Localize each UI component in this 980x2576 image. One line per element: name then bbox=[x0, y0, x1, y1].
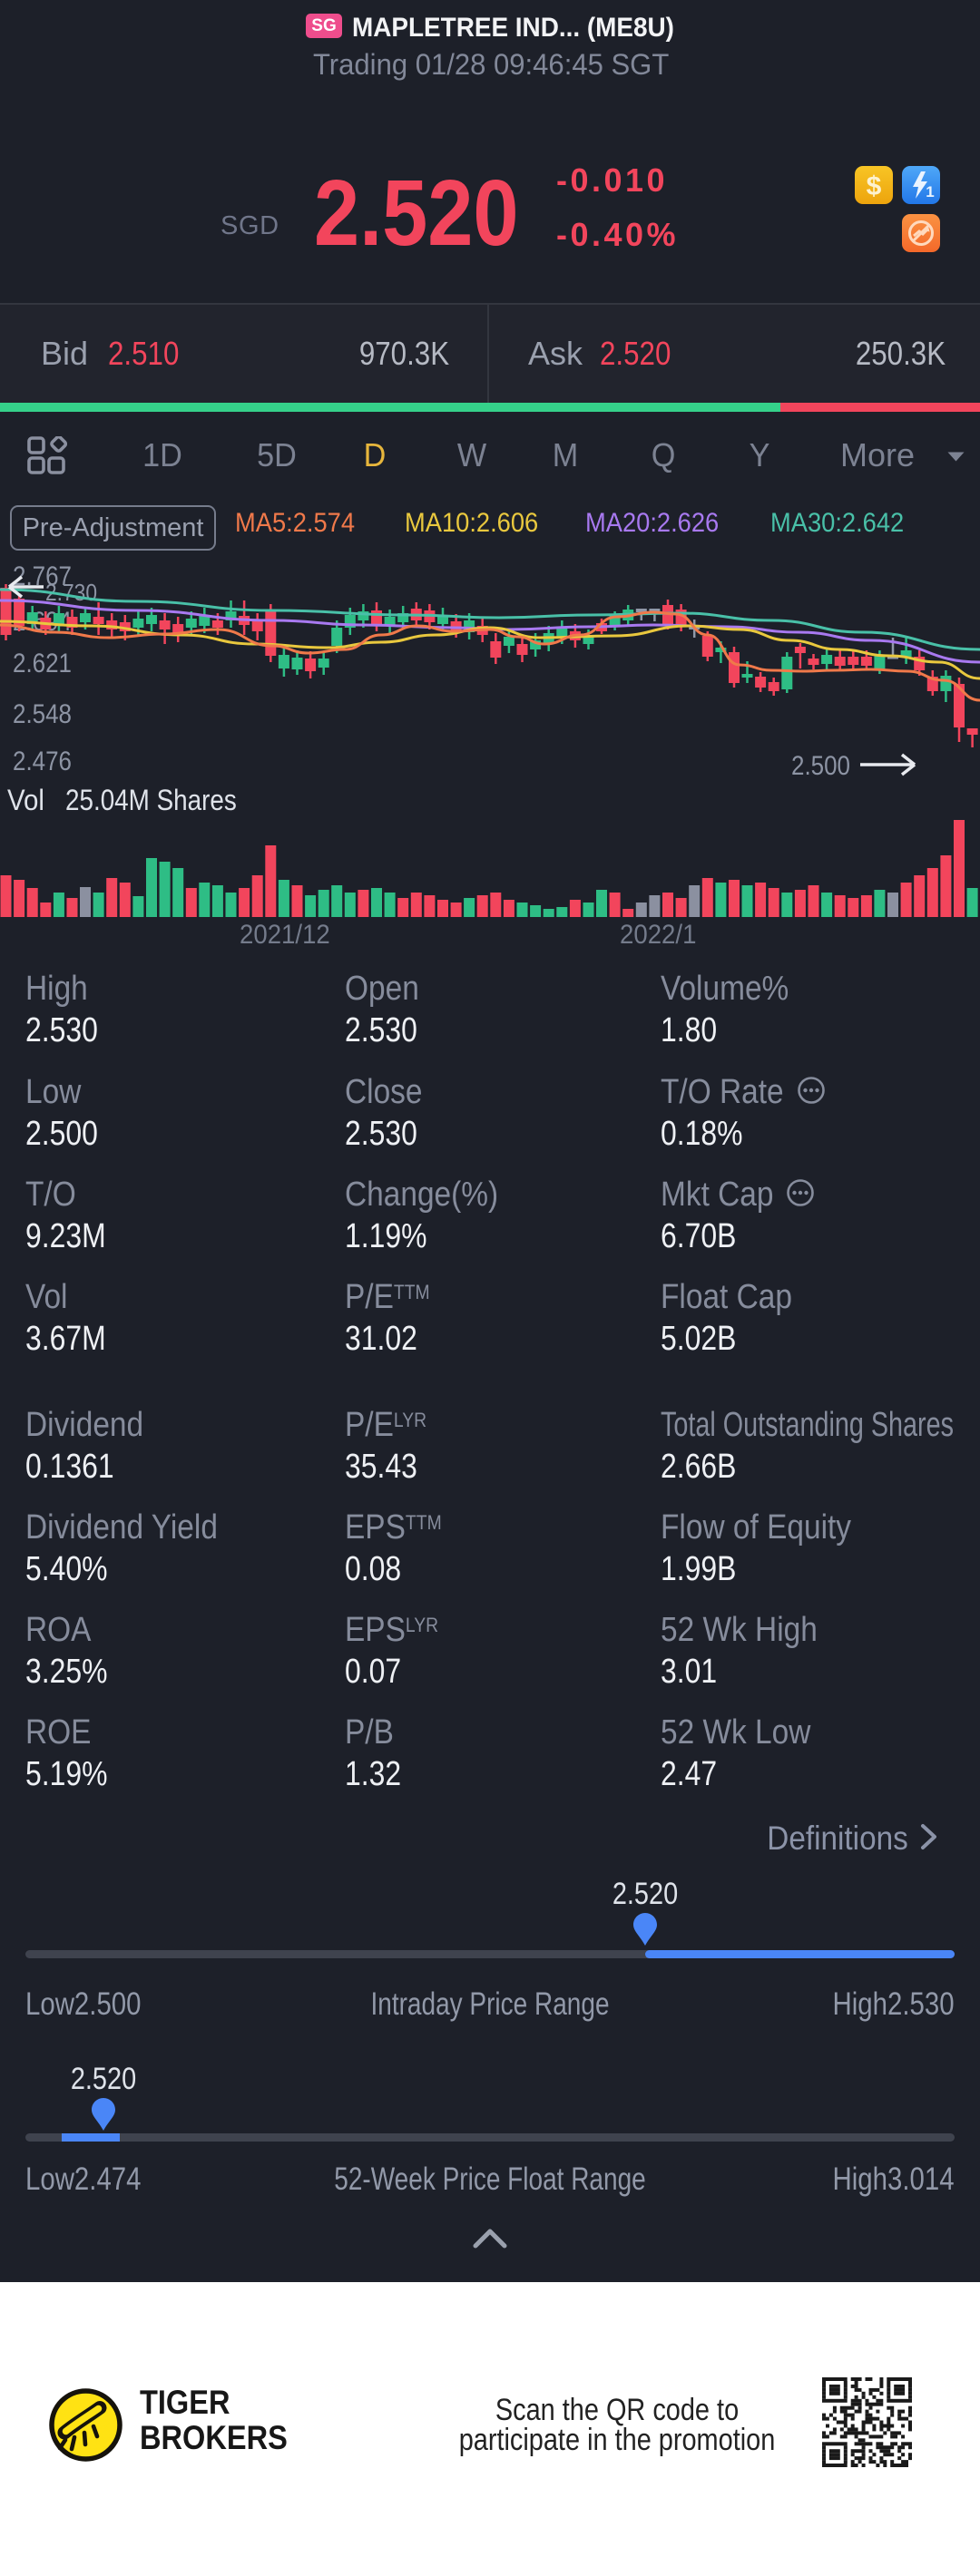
svg-text:2.621: 2.621 bbox=[13, 649, 72, 678]
svg-text:$: $ bbox=[867, 171, 882, 201]
svg-text:1: 1 bbox=[926, 183, 934, 200]
svg-text:2.500: 2.500 bbox=[791, 751, 850, 781]
svg-text:2.548: 2.548 bbox=[13, 699, 72, 729]
svg-text:2.476: 2.476 bbox=[13, 746, 72, 776]
